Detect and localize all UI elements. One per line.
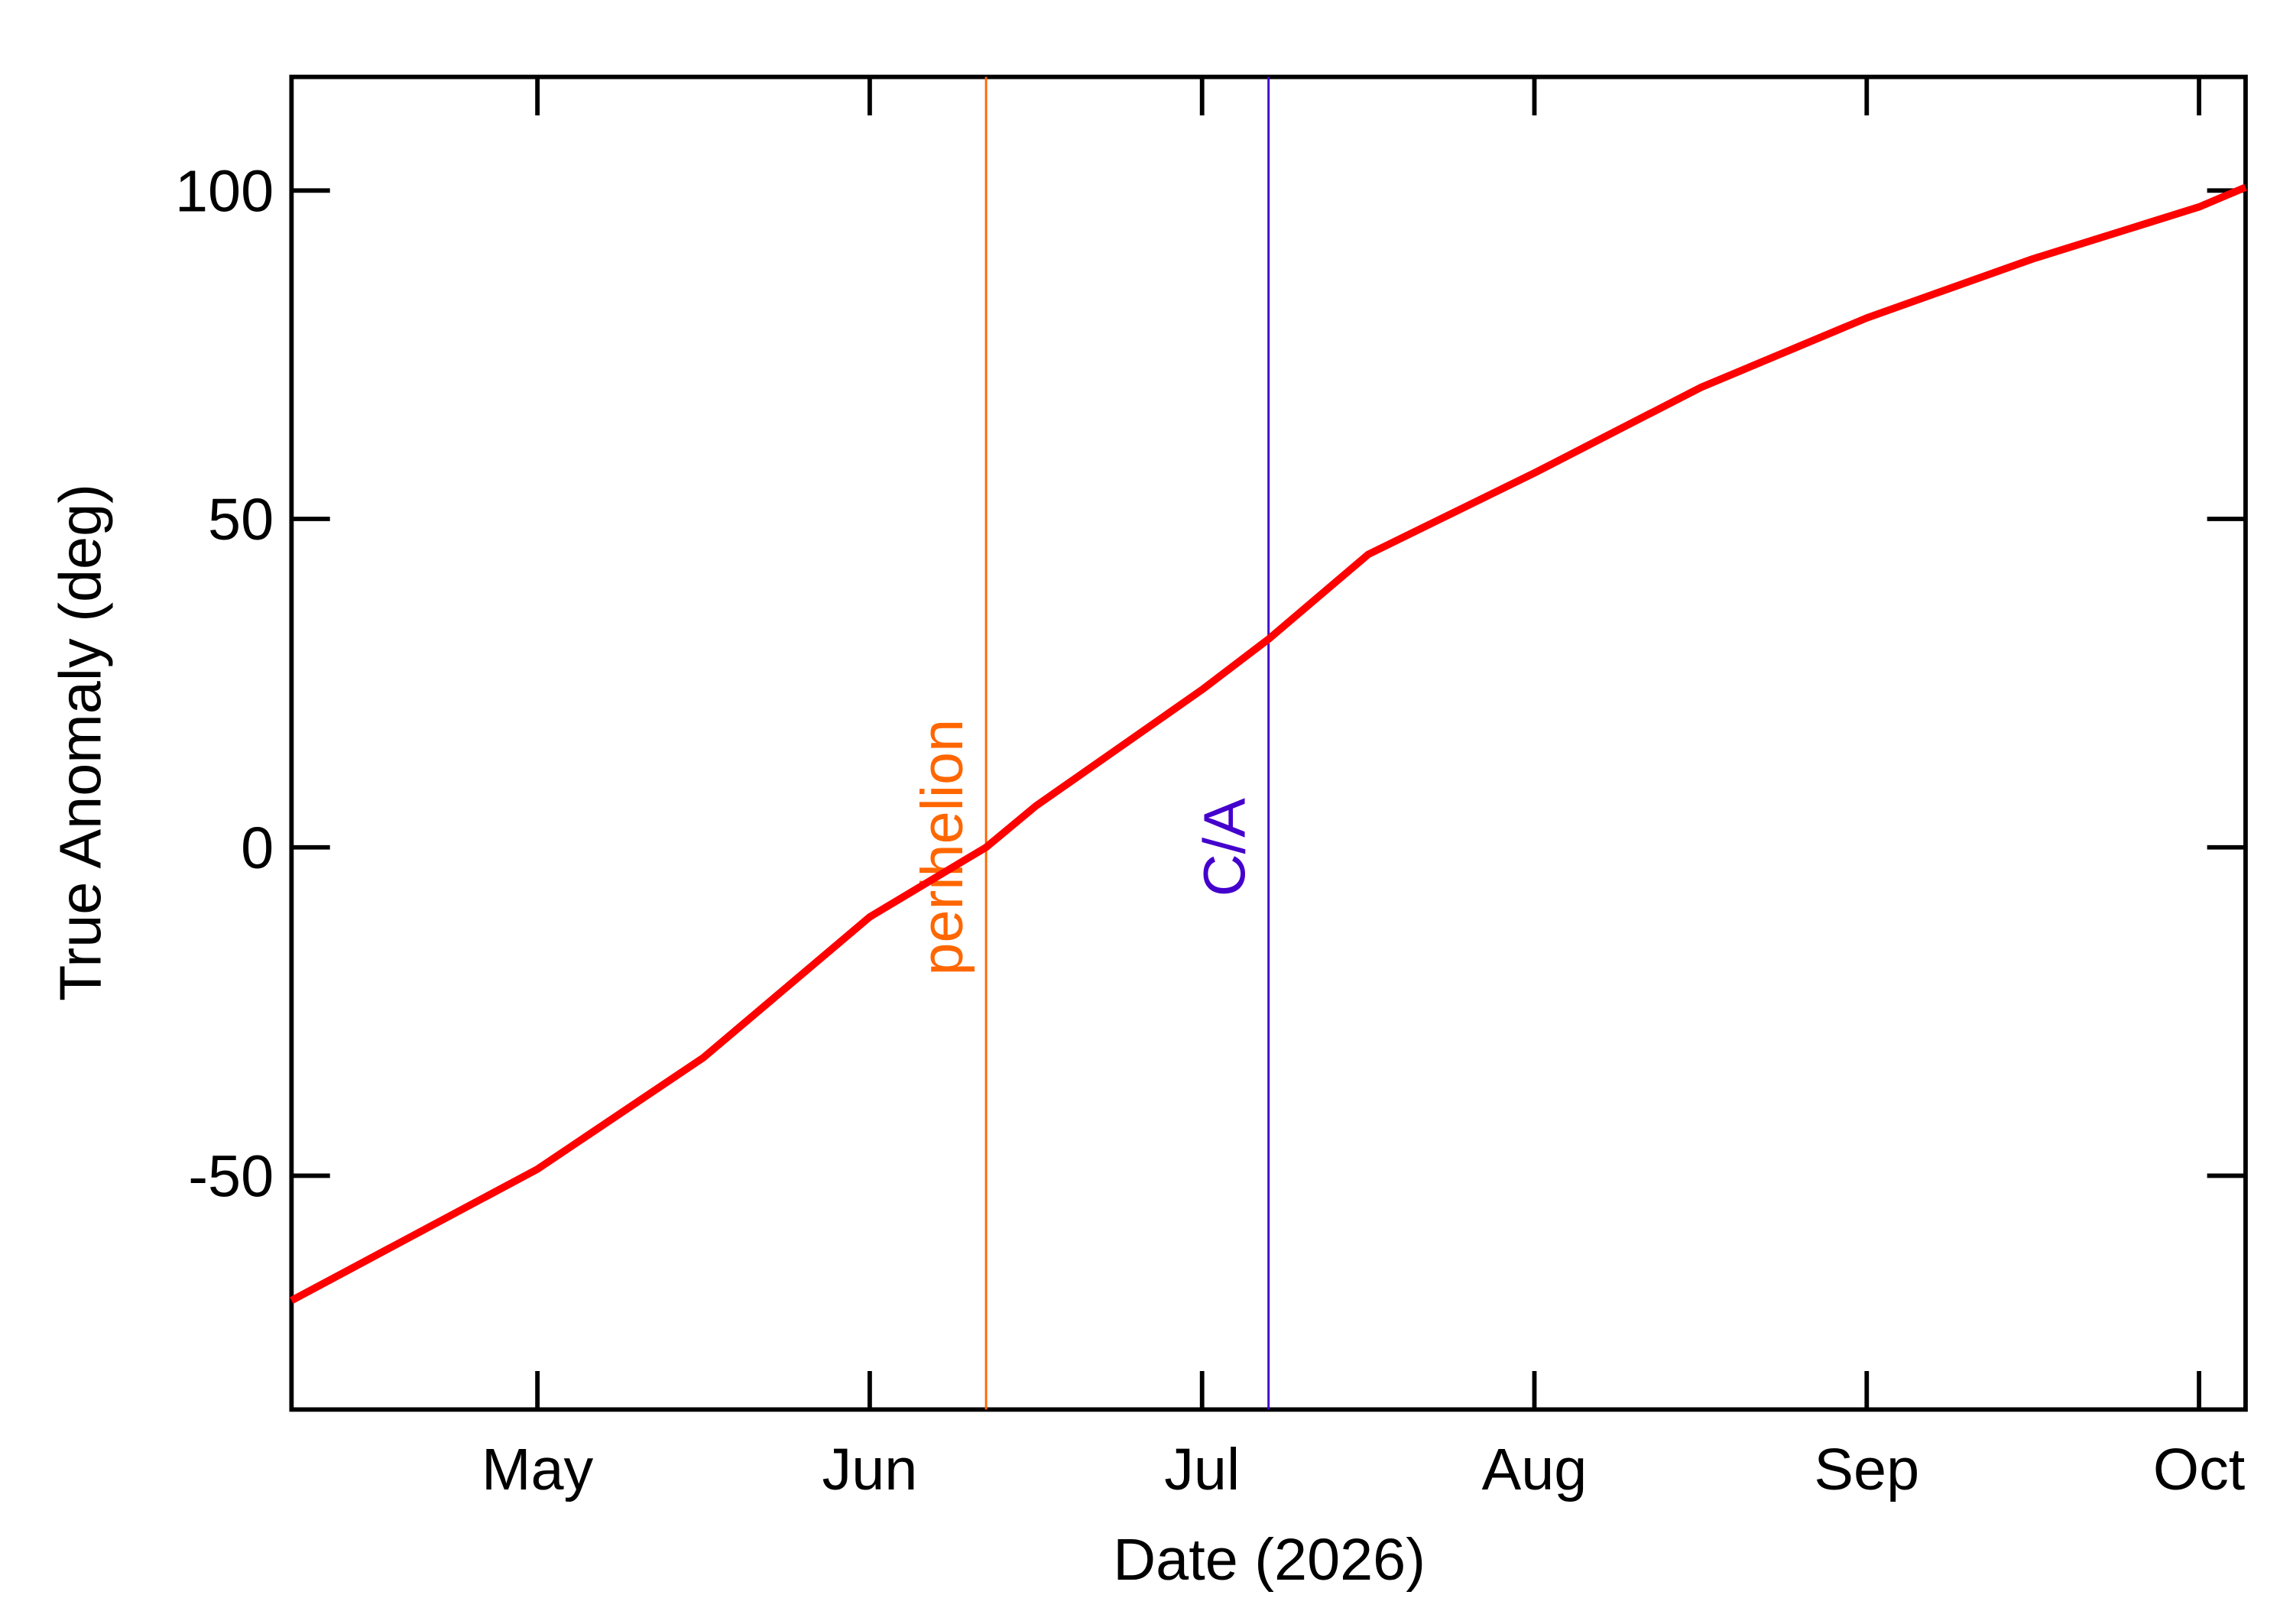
x-tick-label: Aug [1482, 1437, 1588, 1502]
x-tick-label: Jul [1164, 1437, 1240, 1502]
data-line [290, 183, 2247, 1304]
x-tick-label: May [482, 1437, 594, 1502]
event-label: perihelion [910, 719, 975, 976]
y-tick-label: 0 [241, 815, 274, 881]
event-label: C/A [1192, 798, 1258, 896]
y-tick-label: 50 [208, 487, 274, 553]
x-axis-title: Date (2026) [1113, 1527, 1425, 1593]
y-tick-label: 100 [175, 158, 274, 224]
x-tick-label: Oct [2153, 1437, 2245, 1502]
x-tick-label: Jun [822, 1437, 918, 1502]
y-tick-label: -50 [188, 1144, 274, 1210]
x-tick-label: Sep [1814, 1437, 1919, 1502]
y-axis-title: True Anomaly (deg) [48, 484, 114, 1001]
